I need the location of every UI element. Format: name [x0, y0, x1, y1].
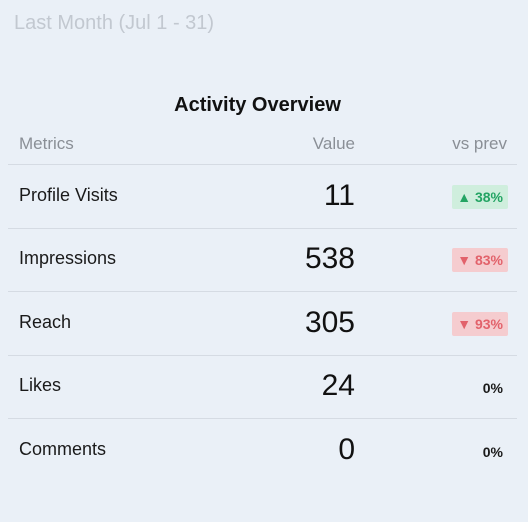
- change-badge: ▼ 83%: [452, 248, 508, 272]
- metric-value: 0: [338, 433, 355, 466]
- metric-value: 538: [304, 242, 355, 275]
- header-vs-prev: vs prev: [452, 134, 507, 153]
- change-badge: ▲ 38%: [452, 185, 508, 209]
- metric-value: 24: [321, 369, 355, 402]
- metric-name: Profile Visits: [19, 185, 118, 205]
- table-row-comments: Comments 0 0%: [8, 419, 517, 482]
- table-row-profile-visits: Profile Visits 11 ▲ 38%: [8, 165, 517, 229]
- metric-name: Comments: [19, 439, 107, 459]
- period-label: Last Month (Jul 1 - 31): [14, 12, 215, 34]
- table-row-impressions: Impressions 538 ▼ 83%: [8, 228, 517, 292]
- change-badge: ▼ 93%: [452, 312, 508, 336]
- metric-name: Reach: [19, 312, 72, 332]
- change-text: 0%: [482, 444, 503, 460]
- metric-name: Impressions: [19, 248, 117, 268]
- table-row-reach: Reach 305 ▼ 93%: [8, 292, 517, 356]
- header-metrics: Metrics: [19, 134, 74, 153]
- metric-name: Likes: [19, 375, 62, 395]
- change-text: 0%: [482, 380, 503, 396]
- metric-value: 305: [304, 306, 355, 339]
- table-row-likes: Likes 24 0%: [8, 355, 517, 419]
- metric-value: 11: [323, 179, 355, 212]
- table-title: Activity Overview: [174, 94, 341, 116]
- header-value: Value: [312, 134, 355, 153]
- table-header: Metrics Value vs prev: [8, 130, 517, 165]
